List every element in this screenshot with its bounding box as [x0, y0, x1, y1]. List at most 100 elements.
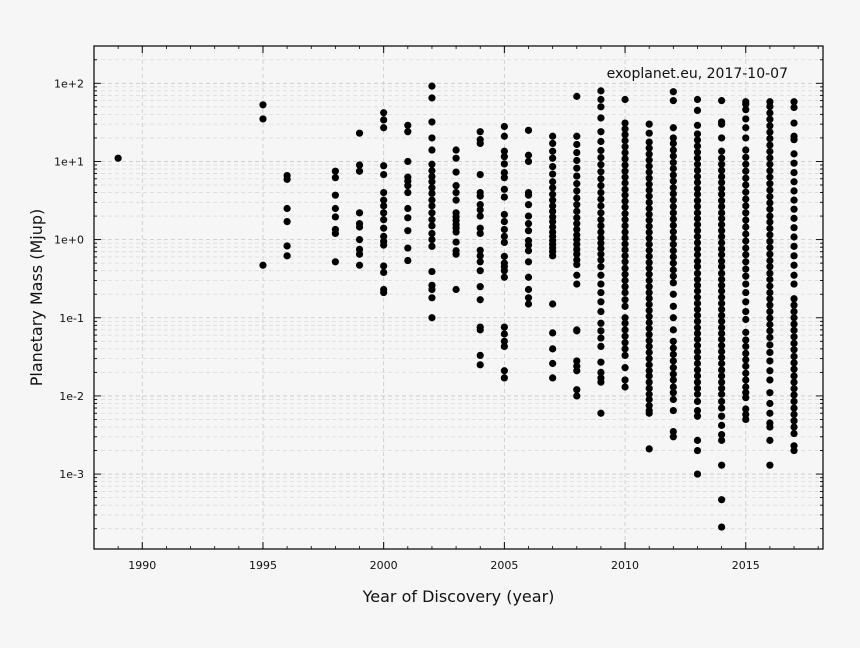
data-point: [428, 172, 436, 181]
data-point: [428, 134, 436, 142]
data-point: [428, 167, 436, 175]
data-point: [742, 202, 750, 210]
data-point: [766, 212, 774, 220]
data-point: [645, 402, 653, 410]
data-point: [621, 351, 629, 359]
data-point: [645, 342, 653, 351]
data-point: [645, 168, 653, 176]
data-point: [621, 149, 629, 157]
data-point: [790, 339, 798, 347]
data-point: [645, 288, 653, 297]
data-point: [500, 330, 508, 338]
data-point: [621, 364, 629, 372]
data-point: [573, 164, 581, 172]
data-point: [331, 191, 339, 199]
data-point: [621, 319, 629, 327]
data-point: [742, 174, 750, 182]
data-point: [404, 157, 412, 166]
data-point: [524, 220, 533, 228]
data-point: [573, 326, 581, 334]
data-point: [549, 345, 557, 353]
data-point: [645, 330, 653, 339]
data-point: [742, 124, 750, 132]
data-point: [645, 252, 653, 260]
data-point: [452, 188, 460, 197]
data-point: [742, 383, 750, 391]
data-point: [790, 252, 798, 260]
data-point: [597, 409, 605, 417]
data-point: [790, 391, 798, 399]
data-point: [693, 353, 702, 362]
data-point: [597, 307, 605, 316]
data-point: [742, 195, 750, 203]
data-point: [597, 95, 605, 104]
data-point: [428, 160, 436, 168]
data-point: [693, 329, 702, 338]
data-point: [621, 197, 629, 205]
data-point: [597, 103, 605, 111]
data-point: [404, 128, 412, 136]
data-point: [500, 217, 508, 226]
data-point: [766, 250, 774, 258]
data-point: [693, 233, 702, 241]
data-point: [621, 258, 629, 266]
data-point: [742, 272, 750, 280]
data-point: [766, 141, 774, 149]
data-point: [597, 137, 605, 146]
data-point: [573, 280, 581, 288]
data-point: [476, 212, 484, 220]
data-point: [500, 252, 508, 260]
data-point: [790, 378, 798, 386]
data-point: [718, 293, 726, 301]
data-point: [669, 344, 677, 352]
data-point: [621, 234, 629, 242]
data-point: [790, 159, 798, 167]
data-point: [597, 175, 605, 183]
data-point: [355, 261, 364, 269]
data-point: [573, 140, 581, 149]
data-point: [500, 122, 508, 131]
data-point: [693, 446, 702, 455]
data-point: [742, 181, 750, 189]
data-point: [621, 332, 629, 340]
data-point: [718, 190, 726, 198]
data-point: [476, 188, 484, 197]
data-point: [428, 209, 436, 217]
data-point: [428, 222, 436, 230]
data-point: [742, 265, 750, 273]
data-point: [718, 239, 726, 247]
data-point: [549, 132, 557, 140]
data-point: [380, 224, 388, 232]
data-point: [645, 395, 653, 404]
data-point: [669, 158, 677, 167]
data-point: [597, 298, 605, 306]
data-point: [693, 184, 702, 193]
data-point: [621, 191, 629, 199]
data-point: [718, 257, 726, 265]
data-point: [718, 523, 726, 531]
data-point: [597, 327, 605, 335]
data-point: [549, 359, 557, 368]
data-point: [766, 180, 774, 188]
data-point: [693, 317, 702, 325]
y-tick-label: 1e-3: [59, 468, 84, 481]
data-point: [645, 204, 653, 213]
data-point: [742, 315, 750, 324]
data-point: [428, 229, 436, 238]
data-point: [742, 369, 750, 377]
data-point: [742, 167, 750, 175]
data-point: [500, 342, 508, 351]
data-point: [766, 231, 774, 239]
data-point: [355, 220, 364, 228]
data-point: [597, 263, 605, 271]
data-point: [621, 155, 629, 163]
data-point: [645, 324, 653, 333]
data-point: [718, 215, 726, 223]
y-tick-label: 1e+1: [54, 155, 84, 168]
axis-ticks: 1990 1995 2000 2005 2010 2015 1e-3 1e-2 1e-1 1e+0…: [54, 45, 823, 572]
data-point: [404, 204, 412, 213]
data-point: [645, 312, 653, 321]
data-point: [452, 154, 460, 162]
data-point: [766, 367, 774, 375]
data-point: [549, 202, 557, 210]
